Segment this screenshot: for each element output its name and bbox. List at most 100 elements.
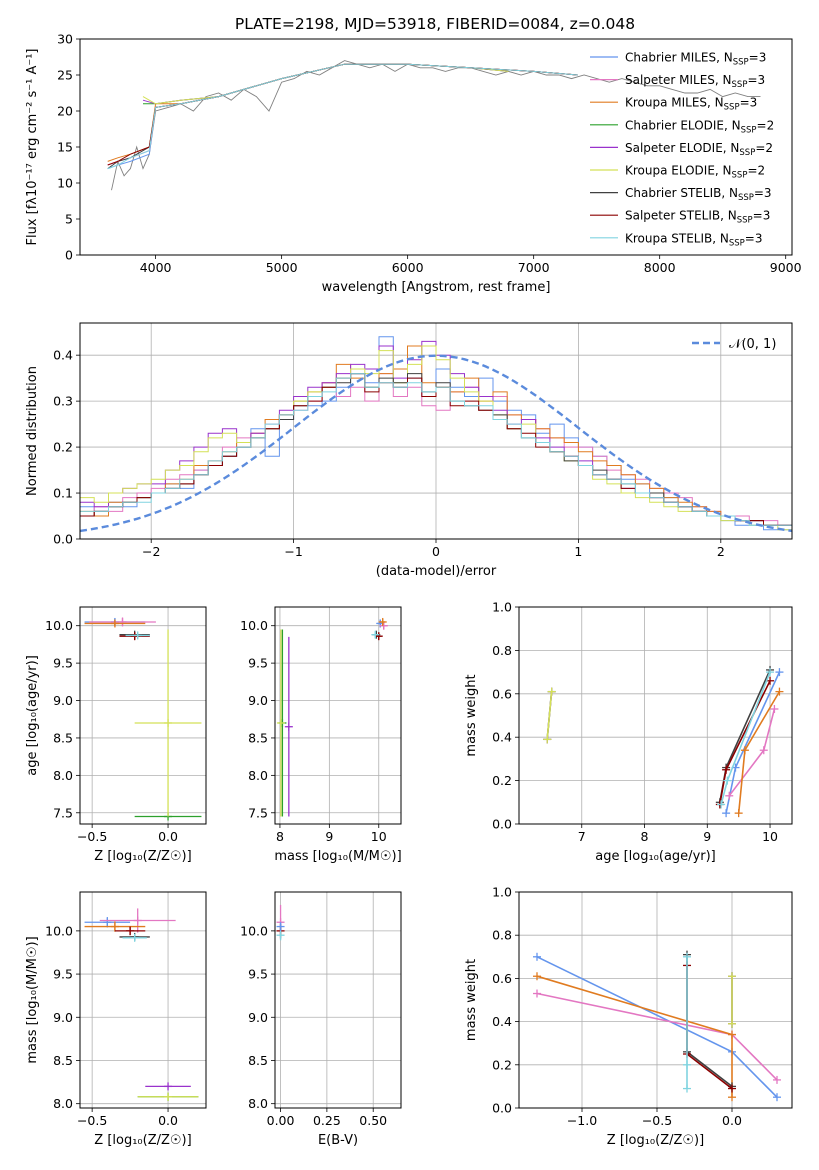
legend-label: Salpeter STELIB, NSSP=3	[625, 209, 770, 226]
x-tick-label: 10	[762, 829, 778, 844]
y-tick-label: 8.0	[53, 768, 73, 783]
x-tick-label: 8	[276, 829, 284, 844]
y-tick-label: 0.4	[492, 730, 512, 745]
y-tick-label: 0.6	[492, 971, 512, 986]
x-axis-label: wavelength [Angstrom, rest frame]	[322, 280, 551, 295]
weight-line	[728, 708, 776, 797]
y-tick-label: 25	[57, 68, 73, 83]
legend-label: Chabrier ELODIE, NSSP=2	[625, 118, 774, 135]
x-tick-label: 6000	[392, 260, 424, 275]
panel-mass-vs-EBV: 0.00 0.25 0.50 8.0 8.5 9.0 9.5 10.0 E(B-V)	[240, 891, 402, 1148]
panel-age-vs-Z: −0.5 0.0 7.5 8.0 8.5 9.0 9.5 10.0 Z [log₁₀(Z/Z☉)…	[25, 606, 207, 864]
panel-weight-vs-age: 7 8 9 10 0.0 0.2 0.4 0.6 0.8 1.0 age [log₁₀(age/yr…	[464, 600, 793, 864]
y-tick-label: 0.4	[53, 348, 73, 363]
weight-line	[719, 680, 771, 805]
x-tick-label: 7	[578, 829, 586, 844]
y-tick-label: 9.0	[248, 1010, 268, 1025]
x-tick-label: 7000	[518, 260, 550, 275]
y-tick-label: 0.3	[53, 394, 73, 409]
y-tick-label: 0.2	[492, 1057, 512, 1072]
plot-frame	[274, 891, 402, 1109]
x-tick-label: 0.00	[267, 1113, 295, 1128]
x-axis-label: E(B-V)	[318, 1133, 358, 1148]
y-axis-label: mass weight	[464, 959, 479, 1041]
x-tick-label: 9	[325, 829, 333, 844]
x-axis-label: (data-model)/error	[376, 564, 497, 579]
x-tick-label: 0	[432, 544, 440, 559]
model-line	[142, 63, 509, 105]
y-tick-label: 20	[57, 104, 73, 119]
y-axis-label: mass weight	[464, 674, 479, 756]
model-line	[107, 63, 578, 166]
model-line	[107, 63, 578, 166]
y-tick-label: 10.0	[240, 923, 268, 938]
weight-line	[720, 671, 771, 805]
model-line	[107, 63, 578, 170]
y-tick-label: 5	[65, 212, 73, 227]
y-tick-label: 10.0	[45, 618, 73, 633]
y-tick-label: 0.0	[492, 817, 512, 832]
y-tick-label: 7.5	[248, 805, 268, 820]
y-tick-label: 15	[57, 140, 73, 155]
x-axis-label: age [log₁₀(age/yr)]	[595, 849, 716, 864]
y-tick-label: 8.5	[53, 730, 73, 745]
x-tick-label: −1	[284, 544, 302, 559]
y-tick-label: 30	[57, 32, 73, 47]
model-line	[142, 63, 509, 105]
y-axis-label: mass [log₁₀(M/M☉)]	[25, 936, 40, 1063]
plot-area	[543, 665, 784, 818]
y-tick-label: 0.2	[492, 773, 512, 788]
panel-residuals: −2 −1 0 1 2 0.0 0.1 0.2 0.3 0.4 (data-model)/error…	[25, 322, 793, 579]
y-tick-label: 8.0	[53, 1096, 73, 1111]
plot-frame	[79, 606, 207, 825]
plot-area	[107, 60, 761, 191]
y-tick-label: 9.5	[248, 656, 268, 671]
gaussian-curve	[80, 354, 792, 533]
y-tick-label: 9.0	[248, 693, 268, 708]
x-tick-label: 0.0	[158, 829, 178, 844]
y-tick-label: 0.6	[492, 686, 512, 701]
model-line	[107, 63, 578, 162]
plot-area	[84, 908, 199, 1101]
x-tick-label: 8	[641, 829, 649, 844]
plot-frame	[518, 891, 793, 1109]
y-tick-label: 8.5	[248, 1053, 268, 1068]
y-tick-label: 8.0	[248, 1096, 268, 1111]
model-line	[143, 63, 509, 105]
y-tick-label: 0.2	[53, 440, 73, 455]
plot-frame	[79, 891, 207, 1109]
x-tick-label: −0.5	[77, 1113, 107, 1128]
y-tick-label: 10.0	[45, 923, 73, 938]
y-tick-label: 8.5	[53, 1053, 73, 1068]
y-tick-label: 0.4	[492, 1014, 512, 1029]
y-tick-label: 10	[57, 176, 73, 191]
x-tick-label: 0.0	[158, 1113, 178, 1128]
x-tick-label: 2	[717, 544, 725, 559]
x-tick-label: 0.0	[722, 1113, 742, 1128]
x-tick-label: 1	[574, 544, 582, 559]
y-tick-label: 10.0	[240, 618, 268, 633]
panel-mass-vs-Z: −0.5 0.0 8.0 8.5 9.0 9.5 10.0 Z [log₁₀(Z/Z☉)] ma…	[25, 891, 207, 1148]
x-tick-label: −1.0	[567, 1113, 597, 1128]
plot-area	[84, 617, 202, 821]
y-tick-label: 1.0	[492, 600, 512, 615]
weight-line	[686, 954, 733, 1088]
y-axis-label: age [log₁₀(age/yr)]	[25, 655, 40, 776]
panel-weight-vs-Z: −1.0 −0.5 0.0 0.0 0.2 0.4 0.6 0.8 1.0 Z [log₁₀(Z/…	[464, 885, 793, 1148]
x-tick-label: 5000	[266, 260, 298, 275]
x-tick-label: −0.5	[77, 829, 107, 844]
panels: 4000 5000 6000 7000 8000 9000051015202530wave…	[25, 32, 802, 1149]
data-spectrum-line	[111, 60, 761, 191]
x-tick-label: 4000	[140, 260, 172, 275]
y-tick-label: 1.0	[492, 885, 512, 900]
x-tick-label: 9	[703, 829, 711, 844]
x-axis-label: Z [log₁₀(Z/Z☉)]	[607, 1133, 704, 1148]
panel-spectrum: 4000 5000 6000 7000 8000 9000 0 5 10 15 20 25 30 wave…	[25, 32, 802, 296]
x-axis-label: mass [log₁₀(M/M☉)]	[274, 849, 401, 864]
plot-area	[80, 336, 792, 533]
legend-label: Chabrier MILES, NSSP=3	[625, 51, 766, 68]
x-tick-label: 0.25	[313, 1113, 341, 1128]
x-axis-label: Z [log₁₀(Z/Z☉)]	[94, 1133, 191, 1148]
plot-frame	[79, 322, 793, 540]
